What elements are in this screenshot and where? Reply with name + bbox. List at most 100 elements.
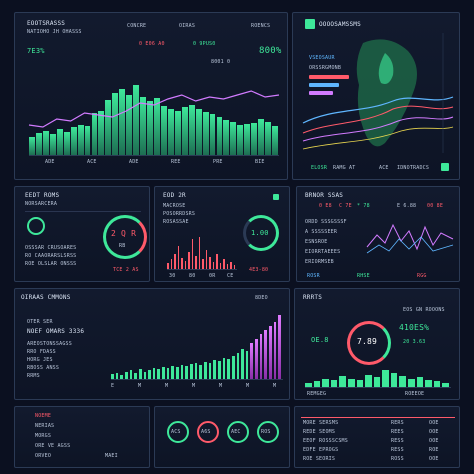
bar <box>365 374 372 387</box>
bar <box>269 325 272 379</box>
bar <box>213 359 216 379</box>
metric-value: 00 8E <box>427 203 444 209</box>
table-title: NOEF OMARS 3336 <box>27 328 85 335</box>
bar <box>70 127 77 155</box>
gauge-ring <box>227 421 249 443</box>
axis-label: 80 <box>189 273 196 279</box>
bar <box>216 117 223 155</box>
table-row: EEOF ROSSSCSMS <box>303 438 348 444</box>
bar <box>237 125 244 155</box>
bar <box>49 134 56 155</box>
chip-label: ROSASSAE <box>163 219 189 225</box>
legend-item-2: ORSSRGMONB <box>309 65 342 71</box>
expand-icon[interactable] <box>273 194 279 200</box>
bar <box>209 257 211 269</box>
bar <box>176 367 179 379</box>
bar <box>170 259 172 269</box>
table-header: OTER SER <box>27 319 53 325</box>
gauge-value: 7.89 <box>357 337 378 346</box>
list-item: MORGS <box>35 433 52 439</box>
table-row: MORE SERSMS <box>303 420 339 426</box>
bar <box>265 122 272 155</box>
tab-2[interactable]: 0 9PUS0 <box>193 41 216 47</box>
bar <box>250 342 254 379</box>
axis-label: ADE <box>45 159 55 165</box>
bar <box>188 252 190 269</box>
tab-1[interactable]: 0 E06 A0 <box>139 41 165 47</box>
bar <box>148 370 151 379</box>
bar <box>98 111 105 155</box>
bar <box>160 106 167 155</box>
bar <box>140 97 147 155</box>
bar <box>174 254 176 269</box>
bar <box>278 315 281 379</box>
panel-title: EOD 2R <box>163 192 186 199</box>
table-cell: RESS <box>391 447 404 453</box>
bar <box>217 360 221 379</box>
legend-item: RHSE <box>357 273 370 279</box>
panel-title: BRNOR SSAS <box>305 192 344 199</box>
bar <box>154 98 160 155</box>
bar <box>129 370 133 379</box>
bar <box>230 122 237 155</box>
metric-value: E 6.88 <box>397 203 417 209</box>
table-cell: OOE <box>429 429 439 435</box>
chip-label: POSORRDSRS <box>163 211 196 217</box>
bar <box>171 366 175 379</box>
gauge-label: OE.8 <box>311 336 329 344</box>
bar <box>212 261 214 269</box>
bar <box>56 129 63 155</box>
axis-label: BIE <box>255 159 265 165</box>
bar <box>442 382 449 387</box>
bar <box>194 363 198 379</box>
bar <box>120 374 123 379</box>
table-row: EIORRTAEEES <box>305 249 341 255</box>
table-row: REDE SEOMS <box>303 429 336 435</box>
bar <box>202 112 209 155</box>
table-row: AREOSTONSSAGSS <box>27 341 72 347</box>
bar <box>390 373 398 387</box>
bar <box>233 264 235 269</box>
bar <box>167 109 174 155</box>
axis-label: M <box>246 383 250 389</box>
nav-link-2[interactable]: OIRAS <box>179 23 196 29</box>
bar-chart <box>111 313 283 380</box>
axis-label: M <box>273 383 277 389</box>
bar <box>143 371 147 379</box>
status-indicator <box>441 163 449 171</box>
gauge-sub: RB <box>119 243 126 249</box>
gauge-ring <box>243 215 279 251</box>
spike-chart <box>167 235 237 270</box>
gauge-label: ACS <box>171 429 181 435</box>
bar <box>134 372 137 379</box>
bar <box>105 100 112 155</box>
panel-subtitle: NORSARCERA <box>25 201 58 207</box>
gauges-panel: ACS A6S AEC ROS <box>154 406 290 468</box>
bar <box>42 131 49 155</box>
gauge-panel: EEDT ROMS NORSARCERA OSSSAR CRUSOARES RO… <box>14 186 150 282</box>
bar <box>305 382 312 387</box>
bar <box>138 369 142 379</box>
bar <box>245 351 249 379</box>
gauge-label: A6S <box>201 429 211 435</box>
nav-link-1[interactable]: CONCRE <box>127 23 147 29</box>
axis-label: ACE <box>87 159 97 165</box>
bar <box>230 261 232 269</box>
list-item: ORVEO <box>35 453 52 459</box>
gauge-label: ROS <box>261 429 271 435</box>
bar <box>191 239 193 269</box>
chip-label: MACROSE <box>163 203 186 209</box>
panel-subtitle: NATIOHO JH OHASSS <box>27 29 82 35</box>
nav-link-3[interactable]: ROENCS <box>251 23 271 29</box>
bar <box>258 119 265 155</box>
bar <box>226 263 228 269</box>
panel-value: 8DEO <box>255 295 268 301</box>
gauge-ring <box>197 421 219 443</box>
bar <box>185 366 189 379</box>
table-row: RRMS <box>27 373 40 379</box>
footer-label-4: IDNOTRADCS <box>397 165 430 171</box>
bar <box>195 256 197 269</box>
bar <box>195 109 202 155</box>
table-cell: OOE <box>429 438 439 444</box>
bar <box>251 123 258 155</box>
